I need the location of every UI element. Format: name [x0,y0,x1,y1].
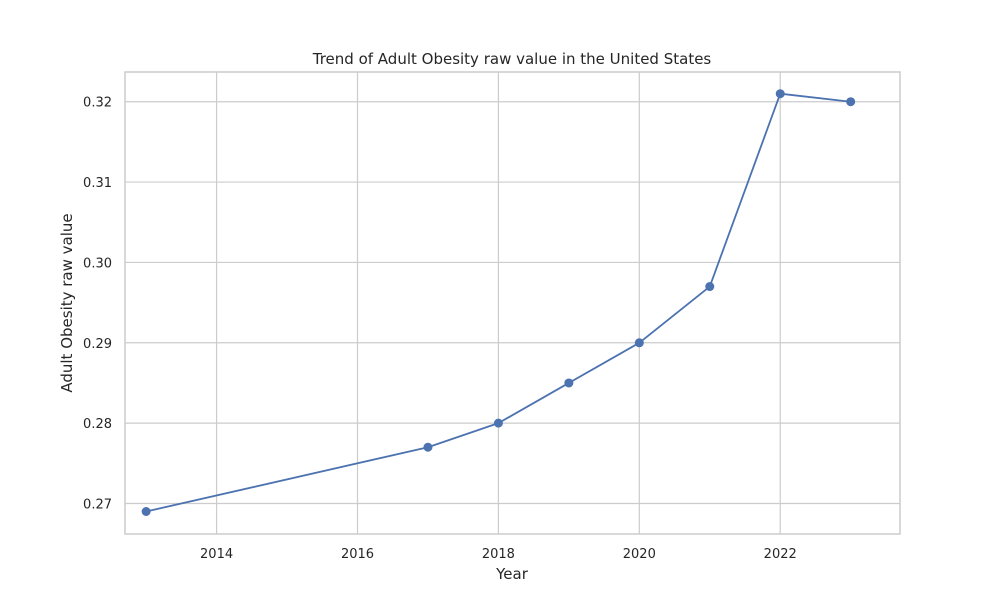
data-point [141,507,151,517]
data-point [564,378,574,388]
y-tick-label: 0.28 [83,417,112,432]
y-tick-label: 0.31 [83,176,112,191]
y-axis-label: Adult Obesity raw value [58,213,76,392]
x-tick-label: 2020 [623,547,656,562]
data-point [493,418,503,428]
chart-title: Trend of Adult Obesity raw value in the … [312,50,712,68]
x-tick-label: 2016 [341,547,374,562]
x-axis-label: Year [495,565,529,583]
data-point [634,338,644,348]
plot-frame [124,71,901,535]
y-tick-label: 0.29 [83,337,112,352]
x-tick-label: 2022 [764,547,797,562]
data-point [705,282,715,292]
y-tick-label: 0.32 [83,96,112,111]
y-tick-labels: 0.27 0.28 0.29 0.30 0.31 0.32 [83,96,112,513]
x-tick-label: 2014 [200,547,233,562]
data-point [846,97,856,107]
series-line [145,92,851,513]
x-tick-label: 2018 [482,547,515,562]
grid-lines [125,72,900,534]
data-point [423,442,433,452]
y-tick-label: 0.30 [83,256,112,271]
x-tick-labels: 2014 2016 2018 2020 2022 [200,547,797,562]
y-tick-label: 0.27 [83,497,112,512]
series-group [141,89,856,517]
data-point [775,89,785,99]
